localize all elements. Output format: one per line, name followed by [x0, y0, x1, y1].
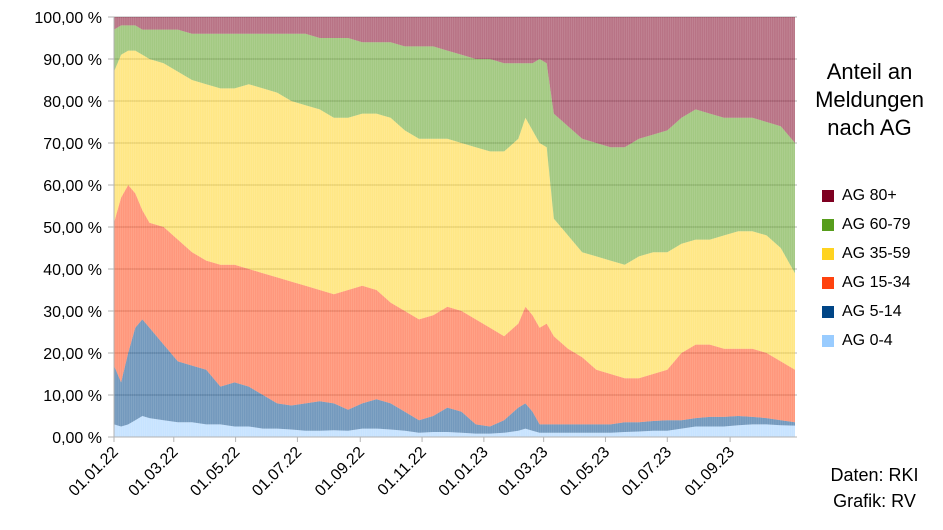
x-tick-label: 01.01.23	[436, 444, 492, 500]
y-tick-label: 70,00 %	[43, 136, 102, 153]
legend-label: AG 35-59	[842, 245, 911, 262]
area-series	[114, 17, 795, 437]
x-tick-label: 01.01.22	[66, 444, 122, 500]
y-tick-label: 20,00 %	[43, 346, 102, 363]
x-tick-label: 01.07.23	[619, 444, 675, 500]
x-tick-label: 01.05.23	[557, 444, 613, 500]
legend-swatch	[822, 335, 834, 347]
y-tick-label: 100,00 %	[34, 10, 102, 27]
chart-title-line: Anteil an	[826, 59, 913, 84]
y-tick-label: 50,00 %	[43, 220, 102, 237]
x-tick-label: 01.09.23	[682, 444, 738, 500]
y-axis-tick-labels: 0,00 % 10,00 % 20,00 % 30,00 % 40,00 % 50,00 …	[34, 10, 102, 447]
y-tick-label: 30,00 %	[43, 304, 102, 321]
y-tick-label: 0,00 %	[52, 430, 102, 447]
legend-label: AG 80+	[842, 187, 897, 204]
x-tick-label: 01.11.22	[375, 444, 430, 499]
source-data-line: Daten: RKI	[830, 465, 919, 485]
area-ag-0-4	[114, 416, 795, 437]
axes	[108, 16, 797, 442]
legend-swatch	[822, 190, 834, 202]
x-tick-label: 01.03.23	[495, 444, 551, 500]
legend-swatch	[822, 277, 834, 289]
chart-title-line: nach AG	[827, 115, 912, 140]
legend-label: AG 60-79	[842, 216, 911, 233]
legend-swatch	[822, 306, 834, 318]
x-tick-label: 01.03.22	[126, 444, 182, 500]
area-ag-80-	[114, 17, 795, 148]
x-tick-label: 01.05.22	[187, 444, 243, 500]
area-ag-15-34	[114, 185, 795, 427]
x-axis-tick-labels: 01.01.22 01.03.22 01.05.22 01.07.22 01.09.22…	[66, 444, 738, 500]
chart-title: Anteil an Meldungen nach AG	[802, 58, 937, 142]
x-tick-label: 01.07.22	[249, 444, 305, 500]
y-tick-label: 60,00 %	[43, 178, 102, 195]
chart-title-line: Meldungen	[815, 87, 924, 112]
y-tick-label: 40,00 %	[43, 262, 102, 279]
legend-label: AG 0-4	[842, 332, 893, 349]
source-graphic-line: Grafik: RV	[833, 491, 916, 511]
legend-swatch	[822, 248, 834, 260]
y-tick-label: 90,00 %	[43, 52, 102, 69]
source-note: Daten: RKI Grafik: RV	[812, 462, 937, 514]
area-ag-5-14	[114, 319, 795, 434]
area-ag-60-79	[114, 25, 795, 274]
bar-texture	[115, 17, 797, 437]
legend-label: AG 15-34	[842, 274, 911, 291]
legend-label: AG 5-14	[842, 303, 902, 320]
legend-swatch	[822, 219, 834, 231]
y-tick-label: 10,00 %	[43, 388, 102, 405]
y-tick-label: 80,00 %	[43, 94, 102, 111]
x-tick-label: 01.09.22	[312, 444, 368, 500]
area-ag-35-59	[114, 50, 795, 379]
